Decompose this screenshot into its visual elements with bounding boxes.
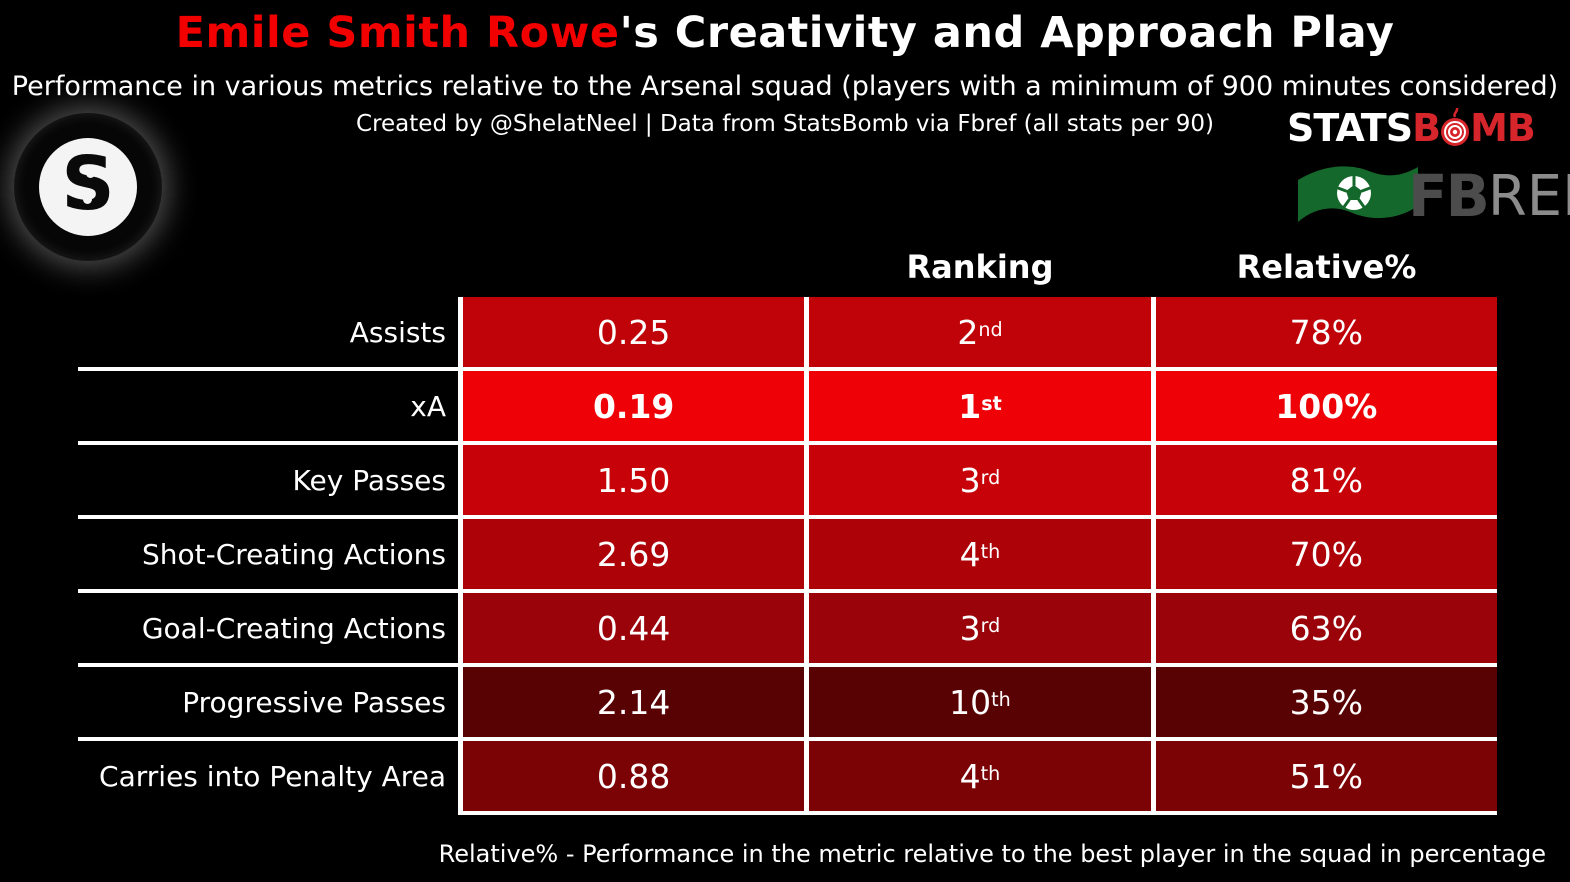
relative-cell: 100%	[1150, 371, 1497, 441]
metric-label: Shot-Creating Actions	[78, 519, 458, 589]
column-header-relative: Relative%	[1236, 248, 1417, 286]
metric-value: 0.25	[596, 312, 671, 352]
relative-value: 35%	[1289, 682, 1363, 722]
fbref-fb-text: FB	[1408, 162, 1490, 230]
relative-value: 70%	[1289, 534, 1363, 574]
badge-dot-icon	[86, 169, 95, 178]
statsbomb-stats-text: STATS	[1287, 106, 1413, 150]
statsbomb-mb-text: MB	[1470, 106, 1536, 150]
value-cell: 0.88	[458, 741, 805, 811]
metric-label: Carries into Penalty Area	[78, 741, 458, 811]
column-header-ranking: Ranking	[906, 248, 1054, 286]
fbref-ref-text: REF	[1487, 163, 1570, 229]
relative-value: 51%	[1289, 756, 1363, 796]
badge-dot-icon	[83, 195, 92, 204]
shelatneel-badge: S	[14, 113, 162, 261]
statsbomb-logo: STATS B MB	[1287, 106, 1536, 150]
relative-cell: 35%	[1150, 667, 1497, 737]
metric-label: Progressive Passes	[78, 667, 458, 737]
subtitle: Performance in various metrics relative …	[11, 71, 1559, 102]
statsbomb-bomb-icon	[1441, 108, 1470, 146]
relative-cell: 51%	[1150, 741, 1497, 811]
metric-label: Assists	[78, 297, 458, 367]
fbref-logo: FBREF	[1296, 160, 1570, 232]
title-rest: 's Creativity and Approach Play	[619, 8, 1395, 58]
rank-number: 4	[959, 756, 981, 796]
relative-value: 78%	[1289, 312, 1363, 352]
metric-value: 1.50	[596, 460, 671, 500]
relative-cell: 70%	[1150, 519, 1497, 589]
relative-cell: 63%	[1150, 593, 1497, 663]
metric-value: 2.14	[596, 682, 671, 722]
relative-value: 81%	[1289, 460, 1363, 500]
relative-value: 63%	[1289, 608, 1363, 648]
value-cell: 0.19	[458, 371, 805, 441]
metric-value: 0.44	[596, 608, 671, 648]
page-title: Emile Smith Rowe's Creativity and Approa…	[0, 8, 1570, 58]
relative-definition-note: Relative% - Performance in the metric re…	[438, 840, 1546, 868]
rank-number: 1	[958, 386, 982, 426]
rank-number: 3	[959, 460, 981, 500]
rank-number: 3	[959, 608, 981, 648]
value-cell: 1.50	[458, 445, 805, 515]
value-cell: 0.25	[458, 297, 805, 367]
metric-label: Key Passes	[78, 445, 458, 515]
badge-inner-circle: S	[39, 138, 137, 236]
player-name: Emile Smith Rowe	[175, 8, 620, 58]
metric-value: 2.69	[596, 534, 671, 574]
rank-number: 10	[949, 682, 992, 722]
metric-label: Goal-Creating Actions	[78, 593, 458, 663]
metric-label: xA	[78, 371, 458, 441]
relative-cell: 78%	[1150, 297, 1497, 367]
relative-cell: 81%	[1150, 445, 1497, 515]
rank-number: 4	[959, 534, 981, 574]
value-cell: 2.14	[458, 667, 805, 737]
metric-value: 0.88	[596, 756, 671, 796]
relative-value: 100%	[1275, 386, 1378, 426]
statsbomb-b-text: B	[1412, 106, 1441, 150]
credit-line: Created by @ShelatNeel | Data from Stats…	[356, 111, 1214, 137]
value-cell: 2.69	[458, 519, 805, 589]
rank-number: 2	[957, 312, 979, 352]
value-cell: 0.44	[458, 593, 805, 663]
fbref-flag-icon	[1298, 166, 1418, 222]
metric-value: 0.19	[592, 386, 675, 426]
badge-s-letter: S	[61, 141, 115, 227]
